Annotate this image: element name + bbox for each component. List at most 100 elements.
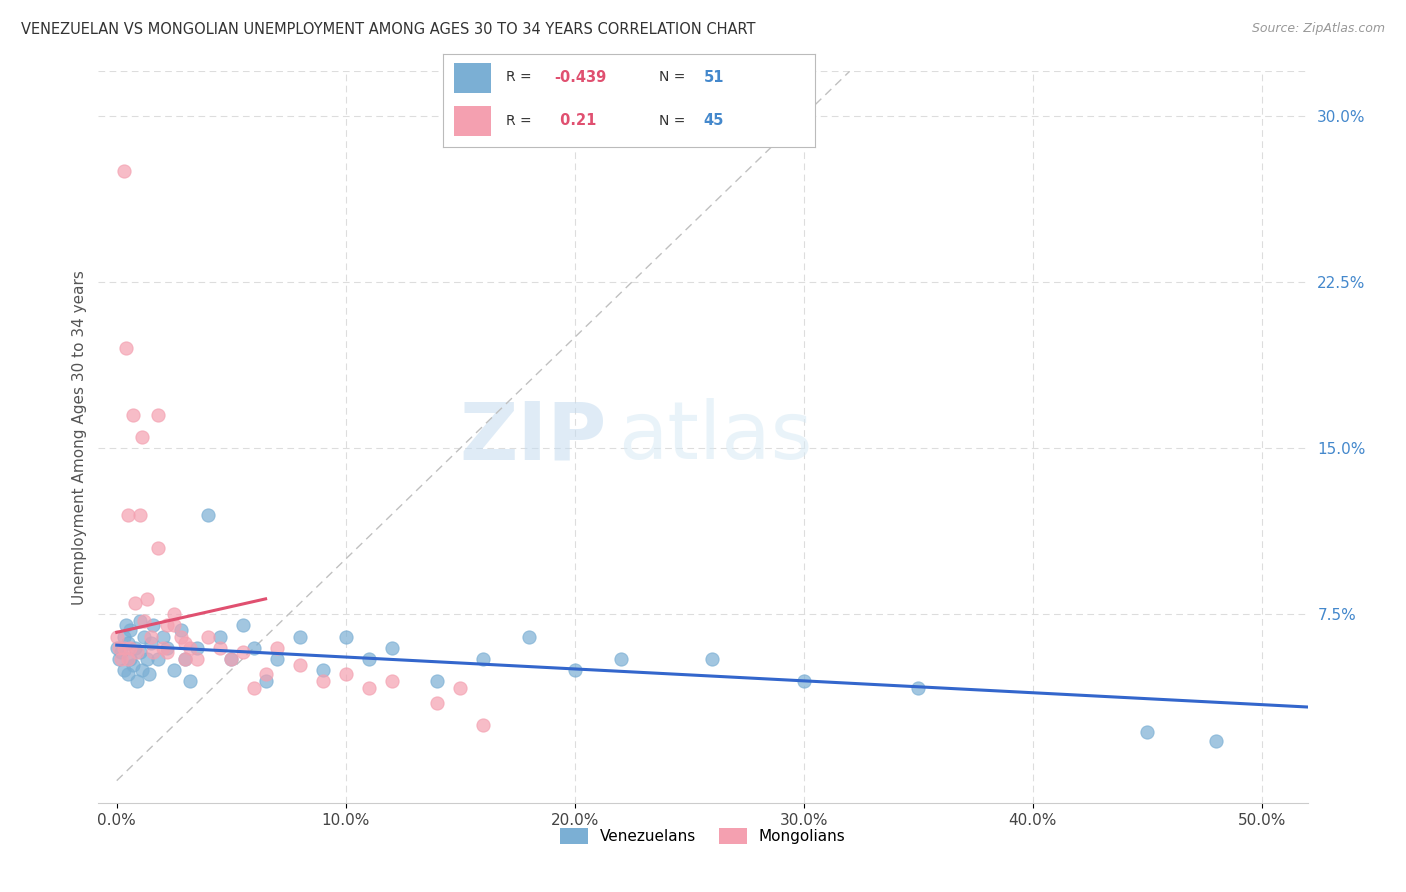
Point (702, 651, 724, 665)
Point (186, 651, 208, 665)
Point (121, 658, 143, 673)
Point (472, 718, 495, 732)
Point (124, 640, 146, 655)
Y-axis label: Unemployment Among Ages 30 to 34 years: Unemployment Among Ages 30 to 34 years (72, 269, 87, 605)
Point (174, 636, 197, 650)
Point (138, 667, 160, 681)
Text: 45: 45 (704, 113, 724, 128)
Point (124, 596, 146, 610)
Point (266, 651, 288, 665)
Point (517, 630, 540, 644)
Point (117, 651, 139, 665)
Point (1136, 724, 1159, 739)
Point (146, 408, 169, 422)
Point (112, 164, 135, 178)
Point (380, 640, 402, 655)
Point (170, 630, 193, 644)
Point (609, 651, 631, 665)
Point (219, 651, 242, 665)
Text: atlas: atlas (619, 398, 813, 476)
Point (907, 681, 929, 695)
Point (110, 651, 132, 665)
Point (426, 673, 449, 688)
Point (335, 630, 357, 644)
Text: N =: N = (659, 70, 690, 85)
Point (288, 658, 311, 673)
Point (380, 673, 402, 688)
Point (357, 651, 380, 665)
Point (131, 663, 153, 677)
Point (127, 673, 149, 688)
Point (134, 614, 156, 628)
Point (254, 673, 277, 688)
Text: N =: N = (659, 114, 690, 128)
Text: ZIP: ZIP (458, 398, 606, 476)
Point (219, 651, 242, 665)
Point (108, 640, 131, 655)
Point (1205, 733, 1227, 747)
Point (232, 645, 254, 659)
Point (146, 541, 169, 555)
Point (174, 651, 197, 665)
Point (232, 618, 254, 632)
Point (115, 342, 138, 356)
Point (449, 681, 471, 695)
Point (163, 618, 186, 632)
Point (312, 673, 335, 688)
Point (128, 614, 150, 628)
Point (105, 640, 128, 655)
Point (152, 640, 174, 655)
Point (243, 681, 266, 695)
Point (426, 696, 449, 710)
Point (139, 636, 162, 650)
Legend: Venezuelans, Mongolians: Venezuelans, Mongolians (554, 822, 852, 850)
Point (564, 663, 586, 677)
Point (152, 630, 174, 644)
Point (197, 630, 219, 644)
Text: R =: R = (506, 114, 536, 128)
Point (112, 663, 135, 677)
Text: Source: ZipAtlas.com: Source: ZipAtlas.com (1251, 22, 1385, 36)
Point (117, 667, 139, 681)
Point (110, 645, 132, 659)
Point (117, 636, 139, 650)
Point (115, 618, 138, 632)
Point (120, 623, 142, 637)
Point (243, 640, 266, 655)
Point (208, 630, 231, 644)
Point (170, 623, 193, 637)
Point (127, 645, 149, 659)
Point (156, 645, 179, 659)
Point (335, 667, 357, 681)
Point (179, 640, 201, 655)
Point (179, 673, 201, 688)
Point (135, 591, 157, 606)
Point (472, 651, 495, 665)
Point (174, 651, 197, 665)
Text: 0.21: 0.21 (554, 113, 596, 128)
FancyBboxPatch shape (454, 63, 491, 93)
Text: VENEZUELAN VS MONGOLIAN UNEMPLOYMENT AMONG AGES 30 TO 34 YEARS CORRELATION CHART: VENEZUELAN VS MONGOLIAN UNEMPLOYMENT AMO… (21, 22, 755, 37)
Point (134, 630, 156, 644)
Point (131, 430, 153, 444)
Point (163, 663, 186, 677)
Text: 51: 51 (704, 70, 724, 85)
Point (128, 508, 150, 522)
Point (135, 651, 157, 665)
Point (120, 640, 142, 655)
Point (156, 618, 179, 632)
Point (142, 618, 165, 632)
Point (254, 667, 277, 681)
Point (146, 651, 169, 665)
Point (142, 645, 165, 659)
FancyBboxPatch shape (454, 106, 491, 136)
Point (793, 673, 815, 688)
Point (197, 508, 219, 522)
Point (128, 645, 150, 659)
Point (112, 630, 135, 644)
Point (139, 630, 162, 644)
Point (105, 630, 128, 644)
Point (266, 640, 288, 655)
Point (357, 681, 380, 695)
Point (186, 640, 208, 655)
